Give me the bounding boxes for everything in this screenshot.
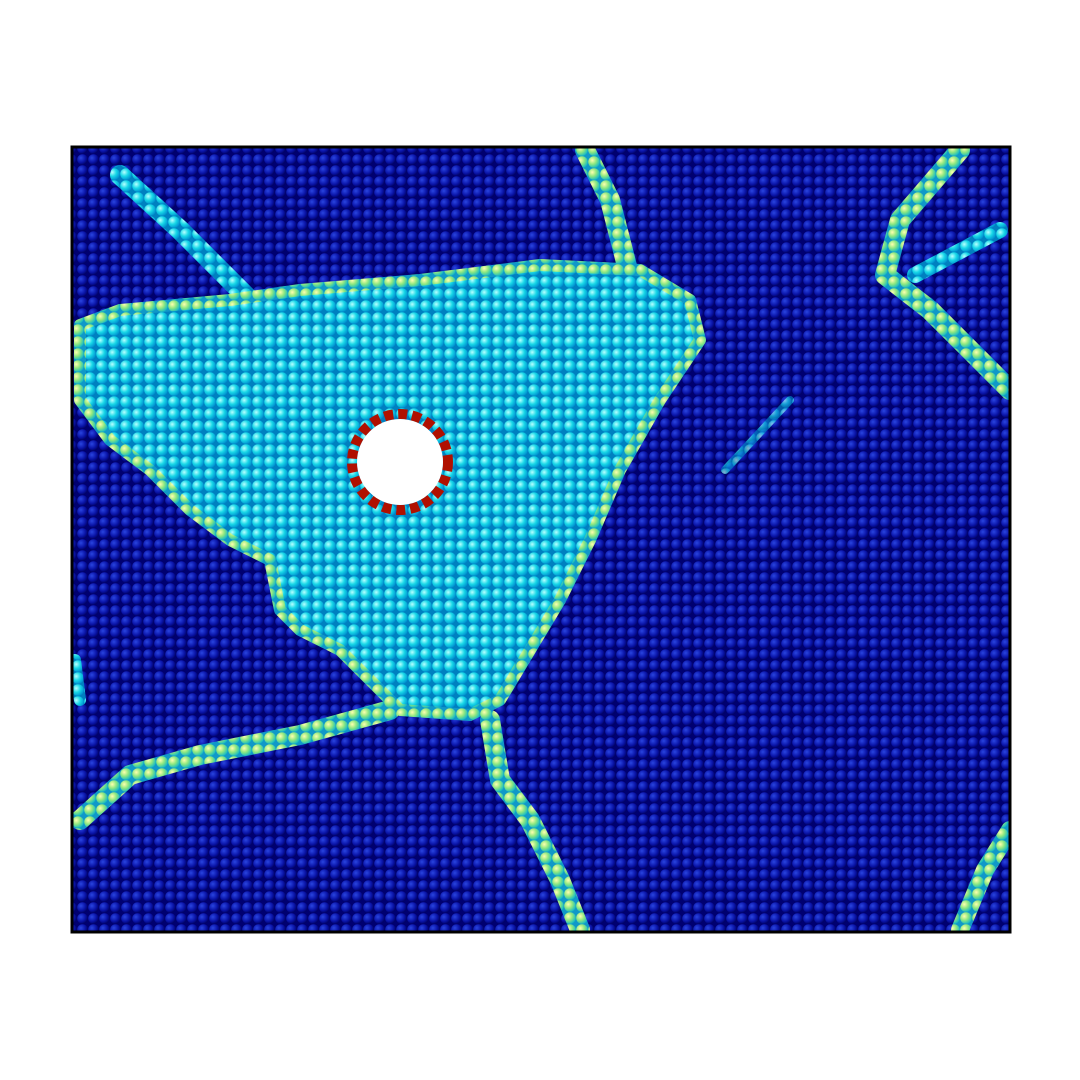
atoms <box>72 147 1010 932</box>
boundary <box>721 396 794 474</box>
grain-boundaries <box>72 147 1010 932</box>
frame <box>70 145 1012 934</box>
void-rim <box>347 409 453 515</box>
boundary <box>875 147 1010 400</box>
boundary <box>72 700 400 830</box>
boundary <box>72 654 86 706</box>
boundary <box>110 165 260 310</box>
boundary <box>575 147 638 280</box>
boundary <box>951 821 1010 932</box>
boundary <box>907 222 1008 283</box>
boundary <box>480 710 590 932</box>
void <box>357 419 443 505</box>
